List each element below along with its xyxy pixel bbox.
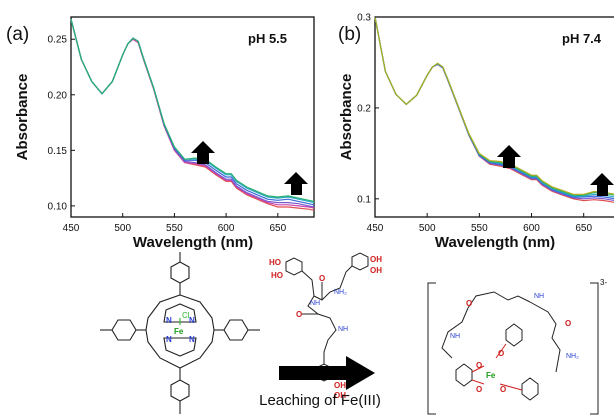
porphyrin-structure [100,252,260,414]
complex-o-5: O [498,349,504,358]
porphyrin-macrocycle [145,294,215,369]
complex-charge: 3- [600,278,607,287]
chartB-xtick-label: 600 [523,223,540,234]
porphyrin-n-1: N [166,316,172,325]
complex-fe-o-bond [495,343,507,359]
chart-a-ylabel: Absorbance [14,74,31,161]
complex-fe: Fe [486,371,496,380]
chartB-ytick-label: 0.1 [357,194,371,205]
complex-fe-o-bond [471,365,485,373]
chartA-ytick-label: 0.25 [48,35,68,46]
ligand-backbone-2 [307,295,337,364]
chartA-ytick-label: 0.10 [48,201,68,212]
chartB-xtick-label: 550 [471,223,488,234]
chart-b-arrow-up-1 [497,145,521,168]
porphyrin-left-ring [111,319,137,341]
complex-catechol-bottom [521,377,539,401]
chartB-ytick-label: 0.2 [357,103,371,114]
complex-catechol-left [455,363,473,387]
chartA-series-1 [70,19,315,209]
complex-nh2: NH₂ [566,353,579,360]
complex-fe-o-bond [499,383,523,391]
porphyrin-n-3: N [166,335,172,344]
chart-a-panel-label: (a) [6,24,29,45]
chartA-xtick-label: 450 [63,223,80,234]
chartA-xtick-label: 600 [218,223,235,234]
chart-b-ylabel: Absorbance [338,74,355,161]
chartB-series-5 [374,16,614,195]
chartA-series-0 [70,19,315,211]
chartA-ytick-label: 0.15 [48,146,68,157]
complex-bracket-left [427,282,436,415]
chart-b-panel-label: (b) [338,24,361,45]
ligand-ho-2: HO [271,271,283,280]
complex-chain-right [529,301,561,373]
chartA-xtick-label: 650 [269,223,286,234]
ligand-nh-2: NH [338,326,348,333]
ligand-catechol-ring-2 [351,252,369,271]
porphyrin-atoms: N N N N Fe Cl [166,311,195,344]
chart-a-arrow-up-1 [191,141,215,164]
complex-o-4: O [476,385,482,394]
ligand-o-1: O [319,274,325,283]
fe-complex-structure [427,282,599,415]
chart-a-xlabel: Wavelength (nm) [133,234,253,251]
complex-chain-top [467,291,531,309]
reaction-arrow [279,356,375,390]
chartB-xtick-label: 500 [419,223,436,234]
porphyrin-top-ring [170,261,190,284]
chartA-ytick-label: 0.20 [48,90,68,101]
ligand-nh-1: NH [310,300,320,307]
complex-chain-left [441,307,469,359]
chart-b-arrow-up-2 [590,173,614,196]
porphyrin-n-2: N [189,316,195,325]
chart-b: 450 500 550 600 650 0.1 0.2 0.3 (b) pH 7.4 Wav… [338,13,614,251]
reaction-caption: Leaching of Fe(III) [259,392,381,409]
chartB-xtick-label: 450 [367,223,384,234]
chart-b-frame [374,16,614,218]
chart-a-arrow-up-2 [284,172,308,195]
ligand-ho-1: HO [269,258,281,267]
ligand-oh-4: OH [334,391,346,400]
ligand-oh-1: OH [370,255,382,264]
ligand-oh-3: OH [334,381,346,390]
chart-a-frame [70,16,315,218]
chartA-series-4 [70,19,315,204]
complex-o-6: O [500,385,506,394]
chartA-xtick-label: 550 [166,223,183,234]
fe-complex-atoms: O O NH NH NH₂ Fe O O O O 3- [450,278,607,394]
complex-catechol-top [505,323,523,347]
complex-fe-o-bond [471,379,485,385]
chartA-xtick-label: 500 [114,223,131,234]
chart-b-annotation: pH 7.4 [562,31,602,46]
porphyrin-bottom-ring [170,379,190,402]
porphyrin-fe: Fe [174,327,184,336]
ligand-oh-2: OH [370,266,382,275]
chartB-xtick-label: 650 [575,223,592,234]
porphyrin-n-4: N [189,335,195,344]
complex-o-2: O [565,319,571,328]
ligand-nh2: NH₂ [334,289,347,296]
complex-nh-2: NH [534,293,544,300]
porphyrin-right-ring [223,319,249,341]
chart-b-xlabel: Wavelength (nm) [435,234,555,251]
complex-bracket-right [590,282,599,415]
chartB-ytick-label: 0.3 [357,13,371,24]
porphyrin-cl: Cl [182,311,190,320]
ligand-catechol-ring-1 [285,257,303,276]
complex-o-3: O [476,361,482,370]
chartA-series-2 [70,19,315,208]
chartA-series-3 [70,19,315,206]
porphyrin-pyrrole-top [163,303,197,323]
ligand-atoms: HO HO OH OH O O NH NH NH₂ OH OH [269,255,382,400]
complex-o-1: O [466,299,472,308]
chart-a: 450 500 550 600 650 0.10 0.15 0.20 0.25 (a) pH … [6,16,315,251]
chart-a-annotation: pH 5.5 [248,31,287,46]
chartA-series-5 [70,19,315,202]
porphyrin-pyrrole-bottom [163,337,197,357]
ligand-backbone-1 [301,265,353,301]
ligand-o-2: O [296,310,302,319]
complex-nh-1: NH [450,333,460,340]
